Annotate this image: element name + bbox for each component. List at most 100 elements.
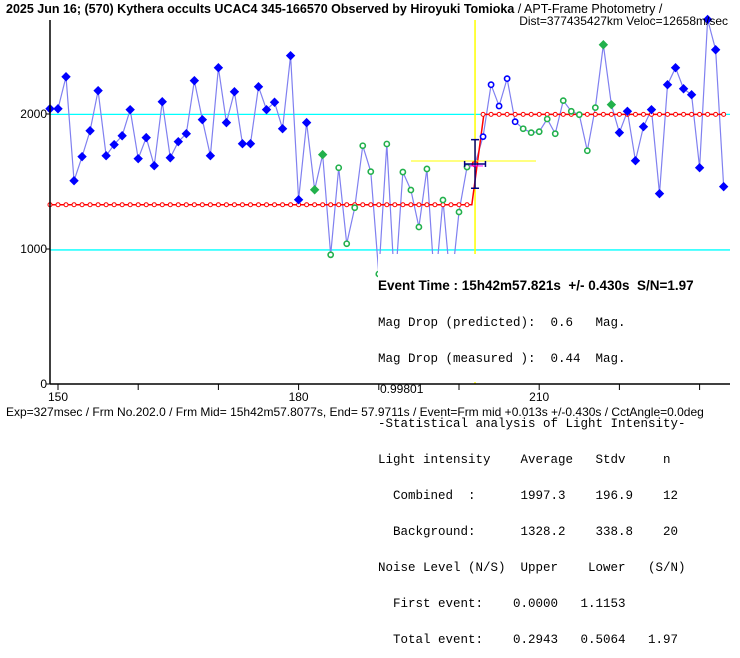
data-point [335, 164, 343, 172]
fit-point [592, 111, 598, 117]
fit-point [272, 202, 278, 208]
fit-point [135, 202, 141, 208]
data-point [117, 131, 127, 141]
stats-section-title: -Statistical analysis of Light Intensity… [378, 417, 686, 431]
chart-title: 2025 Jun 16; (570) Kythera occults UCAC4… [6, 2, 663, 16]
fit-point [183, 202, 189, 208]
data-point [591, 104, 599, 112]
data-point [181, 129, 192, 139]
data-point [383, 140, 391, 148]
data-point [197, 114, 208, 125]
data-point [511, 118, 519, 126]
fit-point [608, 111, 614, 117]
fit-point [167, 202, 173, 208]
data-point [261, 104, 272, 115]
fit-point [151, 202, 157, 208]
fit-point [63, 202, 69, 208]
fit-point [79, 202, 85, 208]
fit-point [95, 202, 101, 208]
fit-point [223, 202, 229, 208]
fit-point [504, 111, 510, 117]
data-point [598, 40, 609, 50]
data-line [49, 19, 725, 290]
data-point [245, 138, 256, 149]
data-point [367, 168, 375, 176]
fit-point [632, 111, 638, 117]
data-point [567, 107, 575, 115]
fit-point [103, 202, 109, 208]
stats-combined: Combined : 1997.3 196.9 12 [378, 489, 679, 503]
data-point [189, 75, 200, 86]
fit-point [480, 111, 486, 117]
data-point [61, 72, 71, 82]
stats-panel: Event Time : 15h42m57.821s +/- 0.430s S/… [378, 254, 730, 646]
fit-point [288, 202, 294, 208]
data-point [694, 163, 705, 173]
fit-line [49, 113, 724, 206]
fit-point [456, 202, 462, 208]
data-point [415, 223, 423, 231]
fit-point [87, 202, 93, 208]
fit-point [657, 111, 662, 117]
fit-point [328, 202, 334, 208]
data-point [253, 82, 264, 92]
fit-point [119, 202, 125, 208]
data-point [519, 125, 527, 133]
data-point [327, 251, 335, 259]
data-point [630, 156, 641, 166]
fit-point [55, 202, 61, 208]
data-point [221, 117, 232, 128]
data-point [559, 97, 567, 105]
data-point [551, 130, 559, 138]
data-point [359, 142, 367, 150]
fit-point [665, 111, 671, 117]
fit-point [320, 202, 326, 208]
data-point [702, 14, 713, 25]
data-point [622, 106, 633, 117]
noise-total-event: Total event: 0.2943 0.5064 1.97 [378, 633, 679, 647]
noise-first-event: First event: 0.0000 1.1153 [378, 597, 626, 611]
fit-point [552, 111, 558, 117]
data-point [718, 181, 729, 192]
fit-point [673, 111, 679, 117]
fit-point [640, 111, 646, 117]
data-point [503, 75, 511, 83]
data-point [157, 97, 167, 107]
fit-point [312, 202, 318, 208]
data-point [638, 121, 649, 132]
data-point [583, 147, 591, 155]
data-point [309, 185, 320, 195]
fit-point [143, 202, 149, 208]
data-point [399, 168, 407, 176]
fit-point [392, 202, 398, 208]
fit-point [496, 111, 502, 117]
fit-point [512, 111, 518, 117]
mag-drop-measured: Mag Drop (measured ): 0.44 Mag. [378, 352, 626, 366]
data-point [527, 129, 535, 137]
fit-point [584, 111, 590, 117]
data-point [149, 160, 159, 171]
fit-point [400, 202, 406, 208]
data-point [229, 87, 240, 97]
fit-point [304, 202, 310, 208]
data-point [479, 133, 487, 141]
data-point [662, 79, 673, 90]
fit-point [47, 202, 53, 208]
mag-drop-predicted: Mag Drop (predicted): 0.6 Mag. [378, 316, 626, 330]
data-point [301, 117, 312, 128]
event-time: Event Time : 15h42m57.821s +/- 0.430s S/… [378, 278, 694, 293]
footer-info: Exp=327msec / Frm No.202.0 / Frm Mid= 15… [6, 405, 704, 419]
data-point [670, 62, 681, 73]
fit-point [520, 111, 526, 117]
fit-point [368, 202, 374, 208]
stats-background: Background: 1328.2 338.8 20 [378, 525, 679, 539]
fit-point [689, 111, 695, 117]
noise-header: Noise Level (N/S) Upper Lower (S/N) [378, 561, 686, 575]
fit-point [681, 111, 687, 117]
data-point [606, 99, 617, 110]
fit-point [536, 111, 542, 117]
data-point [439, 196, 447, 204]
fit-point [464, 202, 470, 208]
fit-point [344, 202, 350, 208]
data-point [213, 62, 224, 73]
